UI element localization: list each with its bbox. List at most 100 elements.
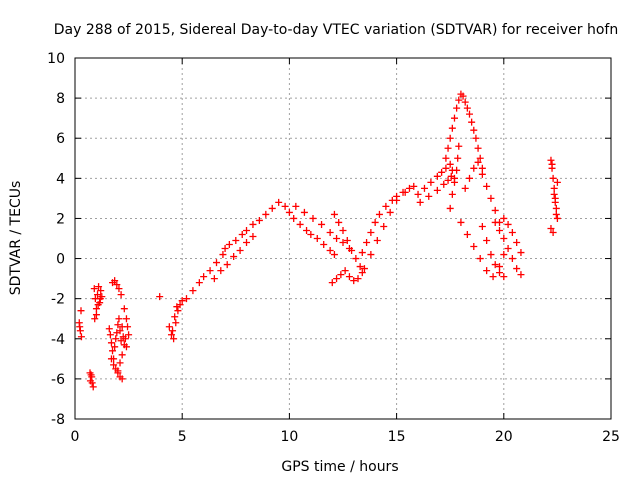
data-point: [117, 337, 125, 345]
data-point: [281, 202, 289, 210]
data-point: [111, 277, 119, 285]
data-point: [77, 307, 85, 315]
data-point: [356, 263, 364, 271]
data-point: [551, 198, 559, 206]
data-point: [463, 230, 471, 238]
data-point: [200, 273, 208, 281]
data-point: [553, 214, 561, 222]
data-point: [221, 245, 229, 253]
data-point: [122, 343, 130, 351]
data-point: [360, 265, 368, 273]
data-point: [444, 176, 452, 184]
data-point: [189, 287, 197, 295]
data-point: [249, 232, 257, 240]
data-point: [121, 335, 129, 343]
data-point: [416, 198, 424, 206]
data-point: [343, 237, 351, 245]
data-point: [517, 271, 525, 279]
data-point: [115, 315, 123, 323]
data-point: [348, 247, 356, 255]
data-point: [393, 196, 401, 204]
data-point: [483, 237, 491, 245]
y-tick-label: 6: [56, 131, 65, 147]
data-point: [354, 275, 362, 283]
data-point: [476, 255, 484, 263]
data-point: [223, 261, 231, 269]
plot-area-border: [74, 57, 612, 420]
data-point: [124, 323, 132, 331]
data-point: [300, 208, 308, 216]
data-point: [117, 291, 125, 299]
data-point: [116, 359, 124, 367]
data-point: [552, 210, 560, 218]
data-point: [167, 331, 175, 339]
data-point: [375, 210, 383, 218]
data-point: [107, 339, 115, 347]
data-point: [219, 251, 227, 259]
data-point: [292, 202, 300, 210]
data-point: [225, 241, 233, 249]
data-point: [76, 323, 84, 331]
y-tick-label: 0: [56, 252, 65, 268]
data-point: [171, 313, 179, 321]
data-point: [489, 273, 497, 281]
data-point: [455, 142, 463, 150]
x-axis-label: GPS time / hours: [281, 459, 398, 475]
data-point: [414, 190, 422, 198]
y-axis-label: SDTVAR / TECUs: [8, 181, 24, 296]
data-point: [91, 315, 99, 323]
data-point: [547, 224, 555, 232]
data-point: [433, 186, 441, 194]
data-point: [491, 218, 499, 226]
grid-lines: [75, 58, 611, 419]
data-point: [553, 178, 561, 186]
data-point: [450, 178, 458, 186]
data-point: [508, 228, 516, 236]
data-point: [173, 303, 181, 311]
data-point: [94, 301, 102, 309]
data-point: [111, 343, 119, 351]
data-point: [178, 297, 186, 305]
data-point: [474, 144, 482, 152]
data-point: [96, 295, 104, 303]
data-point: [461, 98, 469, 106]
data-point: [448, 124, 456, 132]
axis-ticks: 0 5 10 15 20 25 -8 -6 -4 -2 0 2 4 6 8 10: [47, 51, 620, 445]
data-point: [92, 305, 100, 313]
data-point: [95, 283, 103, 291]
data-point: [352, 255, 360, 263]
x-tick-label: 20: [495, 429, 513, 445]
data-point: [549, 228, 557, 236]
data-point: [110, 361, 118, 369]
data-points: [75, 90, 561, 391]
data-point: [470, 243, 478, 251]
x-tick-label: 25: [602, 429, 620, 445]
data-point: [318, 220, 326, 228]
data-point: [401, 188, 409, 196]
data-point: [213, 259, 221, 267]
data-point: [363, 239, 371, 247]
data-point: [500, 273, 508, 281]
x-tick-label: 5: [178, 429, 187, 445]
data-point: [333, 235, 341, 242]
data-point: [500, 235, 508, 242]
data-point: [112, 335, 120, 343]
data-point: [116, 327, 124, 335]
data-point: [446, 134, 454, 142]
data-point: [118, 375, 126, 383]
data-point: [268, 204, 276, 212]
data-point: [339, 226, 347, 234]
data-point: [491, 206, 499, 214]
data-point: [461, 184, 469, 192]
data-point: [88, 373, 96, 381]
data-point: [105, 325, 113, 333]
data-point: [230, 253, 238, 261]
y-tick-label: 8: [56, 91, 65, 107]
data-point: [496, 226, 504, 234]
data-point: [170, 335, 178, 343]
data-point: [122, 315, 130, 323]
x-tick-label: 15: [388, 429, 406, 445]
data-point: [350, 277, 358, 285]
data-point: [465, 110, 473, 118]
